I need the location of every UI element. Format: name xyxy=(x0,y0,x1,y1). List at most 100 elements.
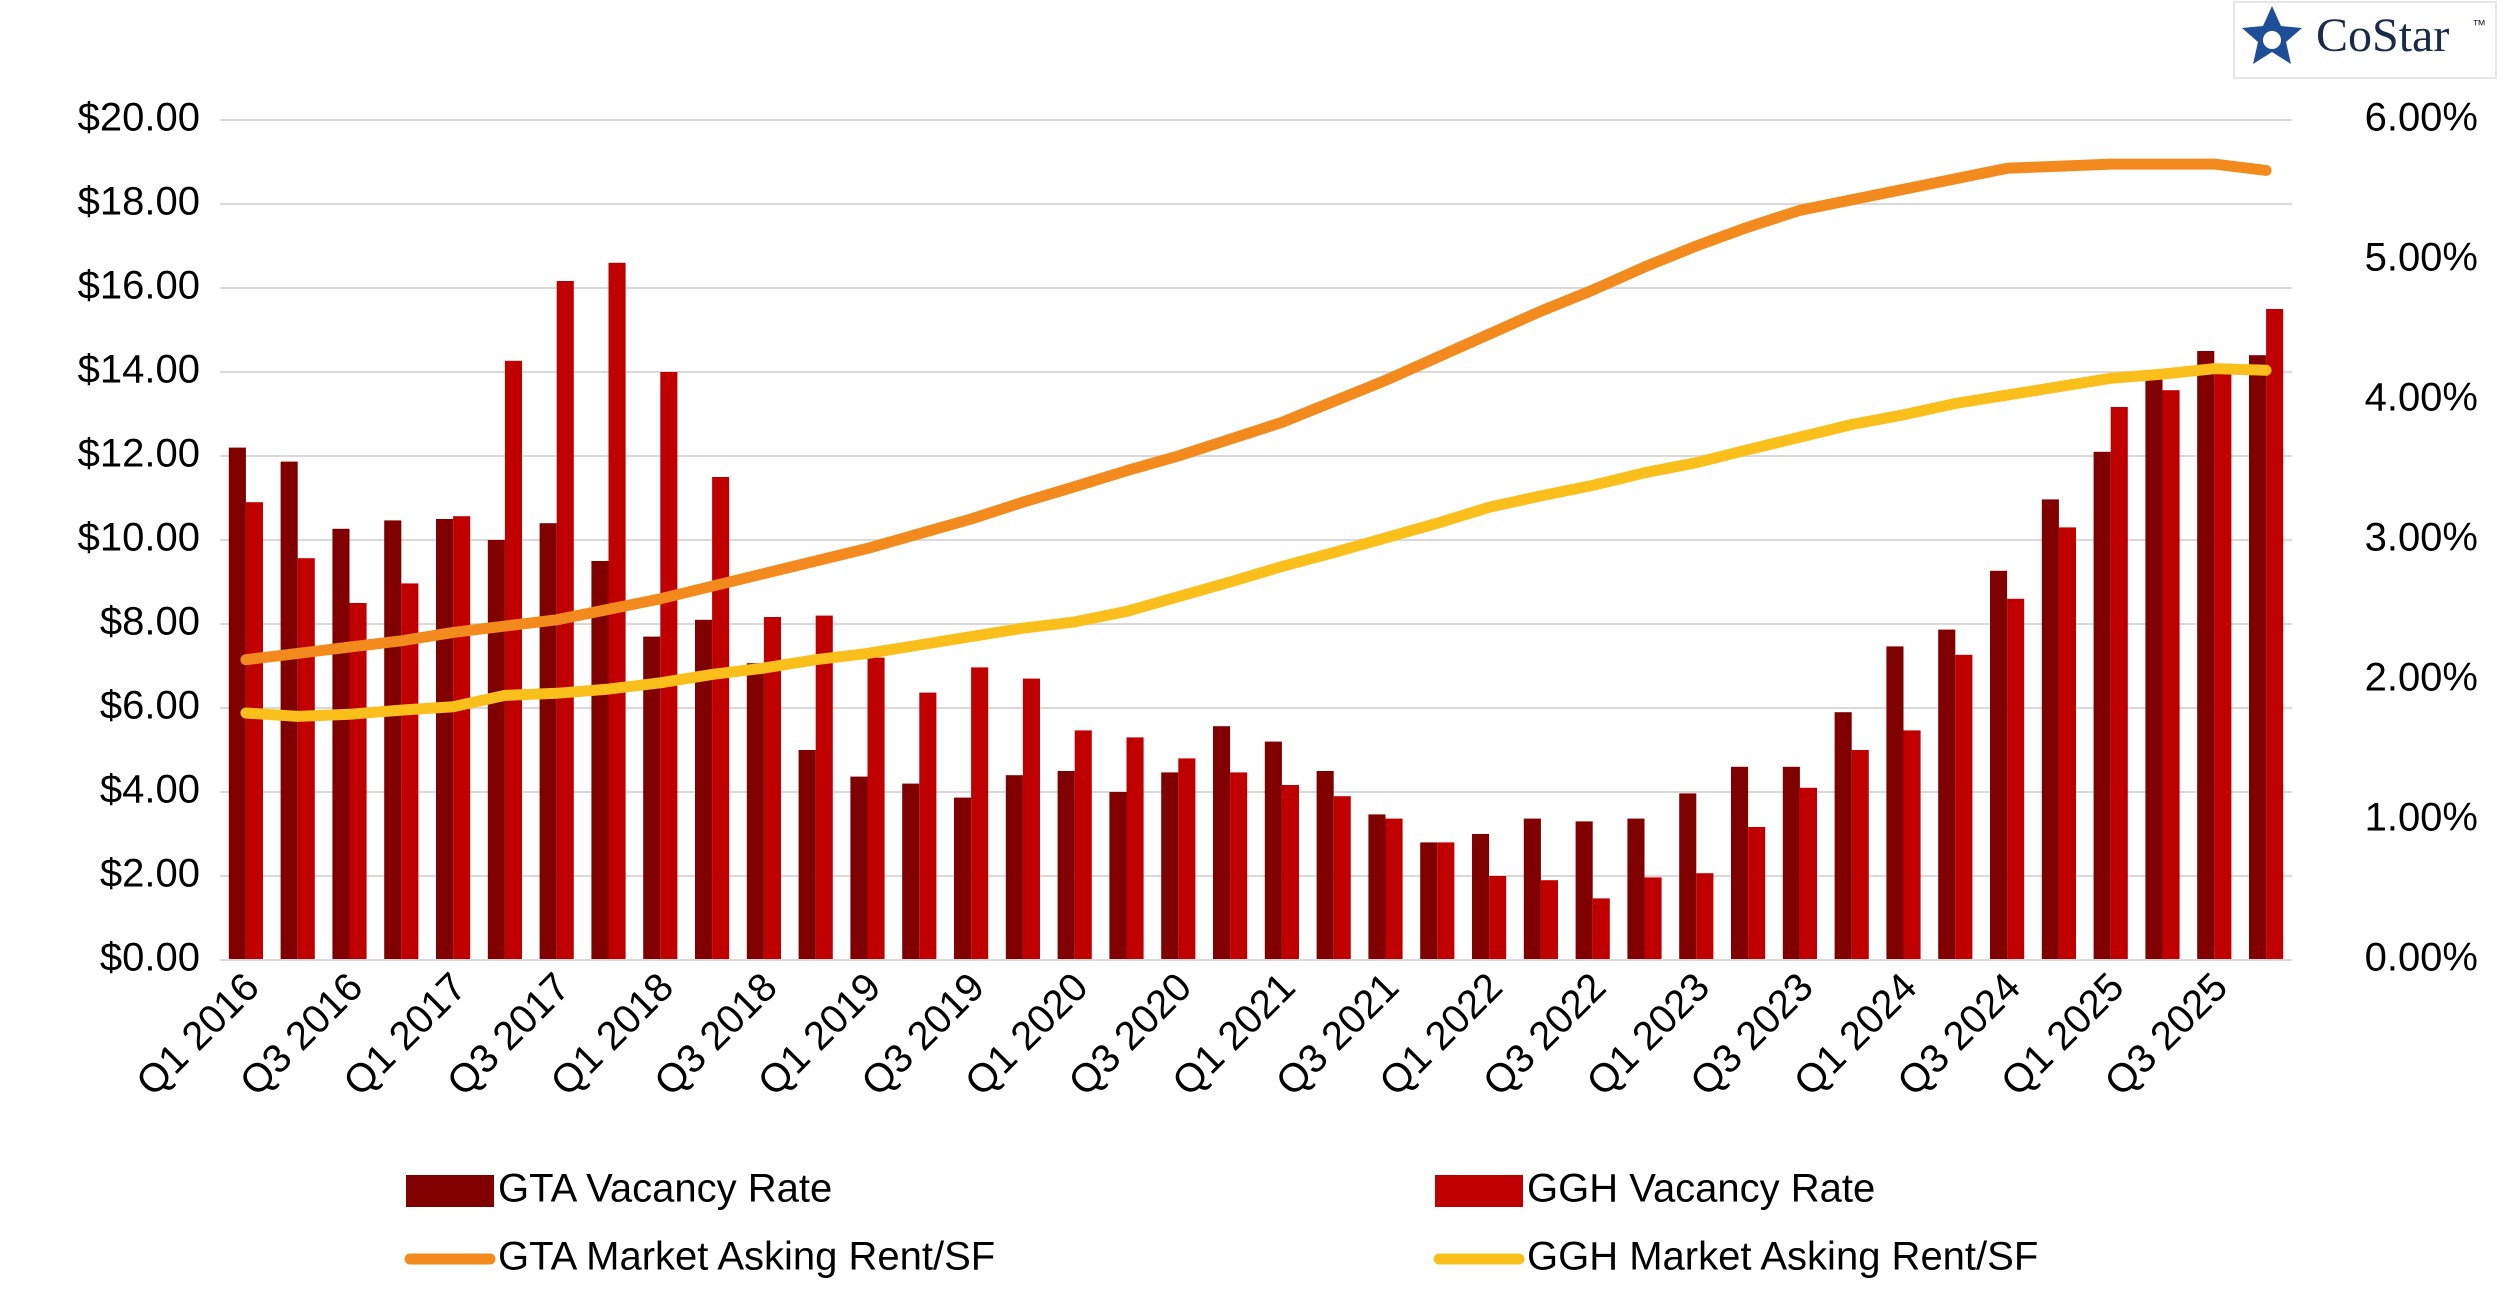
bar xyxy=(453,516,471,960)
bar xyxy=(1955,654,1973,960)
legend-swatch xyxy=(406,1175,494,1207)
bar xyxy=(746,663,764,960)
bar xyxy=(1022,678,1040,960)
bar xyxy=(850,776,868,960)
bar xyxy=(1990,570,2008,960)
bar xyxy=(245,502,263,960)
bar xyxy=(2007,598,2025,960)
legend-label: GGH Vacancy Rate xyxy=(1527,1167,1875,1211)
bar xyxy=(712,477,730,960)
legend-label: GGH Market Asking Rent/SF xyxy=(1527,1235,2038,1279)
bar xyxy=(539,523,557,960)
y2-tick-label: 1.00% xyxy=(2365,796,2478,840)
bar xyxy=(1782,766,1800,960)
bar xyxy=(1281,785,1299,960)
bar xyxy=(695,619,713,960)
bar xyxy=(401,583,419,960)
bar xyxy=(1679,793,1697,960)
logo-icon xyxy=(2242,6,2302,64)
bar xyxy=(2162,390,2180,960)
y-tick-label: $2.00 xyxy=(100,852,200,896)
bar xyxy=(815,615,833,960)
bar xyxy=(1385,818,1403,960)
y-tick-label: $8.00 xyxy=(100,600,200,644)
bar xyxy=(2145,377,2163,961)
bar xyxy=(660,372,678,960)
bar xyxy=(1126,737,1144,960)
bar xyxy=(504,360,522,960)
bar xyxy=(1316,771,1334,960)
bar xyxy=(332,528,350,960)
bar xyxy=(2093,451,2111,960)
bar xyxy=(1627,818,1645,960)
bar xyxy=(1592,898,1610,960)
legend-label: GTA Market Asking Rent/SF xyxy=(498,1235,995,1279)
bar xyxy=(1851,750,1869,960)
bar xyxy=(1903,730,1921,960)
bar xyxy=(1213,726,1231,960)
y-tick-label: $18.00 xyxy=(78,180,200,224)
line xyxy=(240,158,2272,666)
bar xyxy=(1523,818,1541,960)
bar xyxy=(867,657,885,960)
bar xyxy=(384,520,402,960)
bar xyxy=(902,783,920,960)
logo-dot xyxy=(2263,31,2281,49)
y-tick-label: $10.00 xyxy=(78,516,200,560)
bar xyxy=(1834,712,1852,960)
bar xyxy=(1540,880,1558,960)
bar xyxy=(1696,873,1714,960)
bar xyxy=(1644,877,1662,960)
y2-tick-label: 4.00% xyxy=(2365,376,2478,420)
bar xyxy=(591,561,609,960)
bar xyxy=(2197,351,2215,960)
bar xyxy=(487,540,505,960)
y-tick-label: $14.00 xyxy=(78,348,200,392)
y2-tick-label: 5.00% xyxy=(2365,236,2478,280)
bar xyxy=(2110,407,2128,960)
bar xyxy=(436,519,454,960)
bar xyxy=(2249,355,2267,960)
y2-tick-label: 6.00% xyxy=(2365,96,2478,140)
bar xyxy=(1178,758,1196,960)
y-tick-label: $20.00 xyxy=(78,96,200,140)
line xyxy=(240,363,2272,722)
bar xyxy=(1333,796,1351,960)
bar xyxy=(1161,772,1179,960)
bar xyxy=(1057,771,1075,960)
bar xyxy=(1005,775,1023,960)
y2-tick-label: 3.00% xyxy=(2365,516,2478,560)
bar xyxy=(2041,499,2059,960)
y-tick-label: $0.00 xyxy=(100,936,200,980)
y-tick-label: $12.00 xyxy=(78,432,200,476)
bar xyxy=(2214,363,2232,961)
bar xyxy=(1264,741,1282,960)
bar xyxy=(971,667,989,960)
bar xyxy=(1230,772,1248,960)
logo-tm: ™ xyxy=(2472,17,2486,33)
logo-text: CoStar xyxy=(2316,9,2449,62)
y2-tick-label: 2.00% xyxy=(2365,656,2478,700)
bar xyxy=(297,558,315,960)
bar xyxy=(1748,827,1766,960)
bar xyxy=(1938,629,1956,960)
bar xyxy=(1886,646,1904,960)
bar xyxy=(1368,814,1386,960)
bar xyxy=(1420,842,1438,960)
bar xyxy=(919,692,937,960)
bar xyxy=(1575,821,1593,960)
bar xyxy=(798,750,816,960)
bar xyxy=(349,603,367,960)
y2-tick-label: 0.00% xyxy=(2365,936,2478,980)
legend-swatch xyxy=(1435,1175,1523,1207)
bar xyxy=(1109,792,1127,960)
bar xyxy=(1489,876,1507,960)
bar xyxy=(1731,766,1749,960)
bar xyxy=(2058,527,2076,960)
bar xyxy=(1799,787,1817,960)
y-tick-label: $16.00 xyxy=(78,264,200,308)
y-tick-label: $4.00 xyxy=(100,768,200,812)
y-tick-label: $6.00 xyxy=(100,684,200,728)
